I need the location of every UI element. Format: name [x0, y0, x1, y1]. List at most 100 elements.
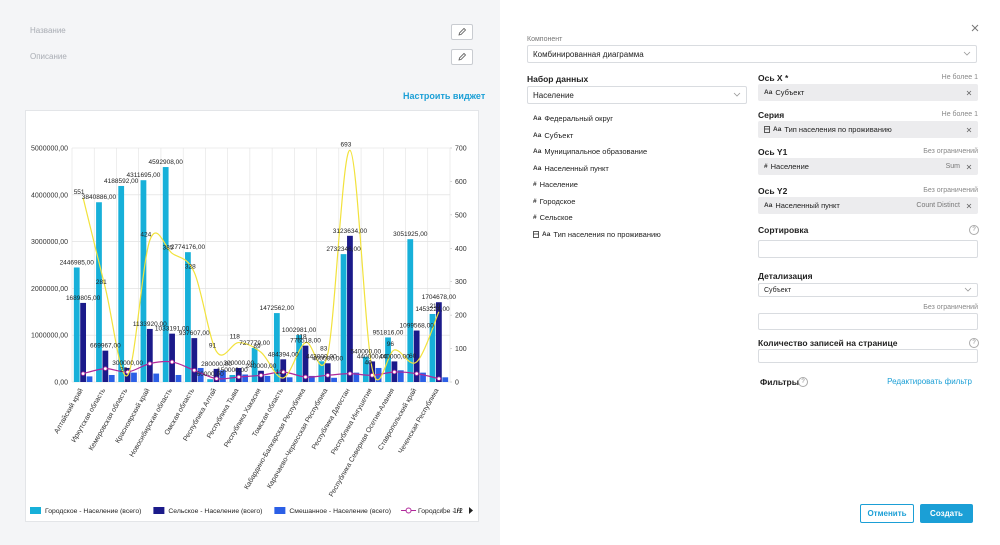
data-label: 300000,00	[112, 360, 143, 367]
y-tick-label: 4000000,00	[31, 192, 68, 199]
chart: 0,001000000,002000000,003000000,00400000…	[0, 0, 500, 545]
chevron	[963, 51, 971, 57]
axis-limit: Не более 1	[878, 111, 978, 118]
data-label: 83	[320, 345, 328, 352]
filters-label: Фильтры	[760, 377, 799, 387]
legend-swatch	[406, 508, 411, 513]
data-label: 91	[209, 343, 217, 350]
dataset-select[interactable]: Население	[527, 86, 747, 104]
axis-limit: Не более 1	[878, 74, 978, 81]
remove-button[interactable]	[966, 127, 972, 133]
y2-tick-label: 100	[455, 346, 467, 353]
bar	[141, 180, 147, 382]
table-icon	[533, 231, 539, 238]
data-label: 4311695,00	[127, 172, 161, 179]
create-button[interactable]: Создать	[920, 504, 973, 523]
data-label: 400000,00	[312, 355, 343, 362]
field-item[interactable]: #Население	[533, 180, 578, 189]
field-icon: #	[533, 198, 537, 205]
data-label: 484394,00	[268, 351, 299, 358]
axis-value: Населенный пункт	[775, 201, 840, 210]
field-name: Муниципальное образование	[544, 147, 647, 156]
field-item[interactable]: AaФедеральный округ	[533, 114, 613, 123]
field-item[interactable]: #Сельское	[533, 213, 573, 222]
axis-chip: AaСубъект	[758, 84, 978, 101]
cancel-button[interactable]: Отменить	[860, 504, 914, 523]
field-name: Городское	[540, 197, 576, 206]
data-label: 1689805,00	[66, 295, 101, 302]
field-item[interactable]: #Городское	[533, 197, 575, 206]
line-marker	[348, 372, 352, 376]
field-item[interactable]: AaТип населения по проживанию	[533, 230, 661, 239]
settings-panel: КомпонентКомбинированная диаграммаНабор …	[500, 0, 1000, 545]
legend-swatch	[274, 507, 285, 514]
data-label: 89	[253, 343, 261, 350]
legend-page: 1/2	[453, 508, 463, 515]
data-label: 951816,00	[373, 329, 404, 336]
bar	[87, 376, 93, 382]
bar	[118, 186, 124, 382]
bar	[185, 252, 191, 382]
sort-label: Сортировка	[758, 225, 808, 235]
bar	[176, 375, 182, 382]
data-label: 240000,00	[246, 363, 277, 370]
help-icon: ?	[969, 338, 979, 348]
bar	[163, 167, 169, 382]
detail-select[interactable]: Субъект	[758, 283, 978, 297]
x-tick-label: Республика Дагестан	[310, 387, 352, 451]
axis-value: Субъект	[775, 88, 804, 97]
y2-tick-label: 400	[455, 246, 467, 253]
axis-label: Ось X *	[758, 73, 788, 83]
data-label: 20	[120, 366, 128, 373]
remove-button[interactable]	[966, 90, 972, 96]
close-button[interactable]	[970, 23, 980, 33]
remove-button[interactable]	[966, 203, 972, 209]
y2-tick-label: 0	[455, 380, 459, 387]
data-label: 2446985,00	[60, 259, 95, 266]
data-label: 937607,00	[179, 330, 210, 337]
x-tick-label: Ставропольский край	[376, 387, 418, 452]
field-icon: #	[533, 181, 537, 188]
bar	[169, 334, 175, 382]
axis-label: Ось Y2	[758, 186, 787, 196]
remove-button[interactable]	[966, 164, 972, 170]
dataset-label: Набор данных	[527, 74, 588, 84]
dataset-value: Население	[533, 91, 574, 100]
field-name: Тип населения по проживанию	[553, 230, 660, 239]
axis-label: Ось Y1	[758, 147, 787, 157]
line-marker	[326, 374, 330, 378]
bar	[109, 375, 115, 382]
data-label: 281	[96, 279, 107, 286]
legend-label: Городское - Население (всего)	[45, 508, 141, 515]
bar	[153, 374, 159, 382]
data-label: 669967,00	[90, 343, 121, 350]
widget-preview: Название Описание Настроить виджет 0,001…	[0, 0, 500, 545]
line-marker	[192, 369, 196, 373]
component-select[interactable]: Комбинированная диаграмма	[527, 45, 977, 63]
axis-label: Серия	[758, 110, 784, 120]
line-marker	[81, 372, 85, 376]
line-marker	[304, 375, 308, 379]
data-label: 1472562,00	[260, 305, 295, 312]
detail-input[interactable]	[758, 313, 978, 330]
edit-filter-link[interactable]: Редактировать фильтр	[872, 377, 972, 386]
field-item[interactable]: AaМуниципальное образование	[533, 147, 647, 156]
x-tick-label: Кемеровская область	[87, 387, 129, 452]
field-item[interactable]: AaСубъект	[533, 131, 573, 140]
data-label: 3840886,00	[82, 194, 117, 201]
y-tick-label: 2000000,00	[31, 286, 68, 293]
bar	[287, 377, 293, 382]
bar	[325, 363, 331, 382]
data-label: 3051925,00	[393, 231, 428, 238]
table-icon	[764, 126, 771, 133]
field-name: Население	[540, 180, 578, 189]
y2-tick-label: 700	[455, 146, 467, 153]
field-icon: Aa	[533, 132, 541, 139]
sort-input[interactable]	[758, 240, 978, 258]
field-item[interactable]: AaНаселенный пункт	[533, 164, 609, 173]
component-value: Комбинированная диаграмма	[533, 50, 644, 59]
records-input[interactable]	[758, 349, 978, 363]
data-label: 150000,00	[217, 367, 248, 374]
axis-value: Население	[771, 162, 809, 171]
bar	[341, 254, 347, 382]
